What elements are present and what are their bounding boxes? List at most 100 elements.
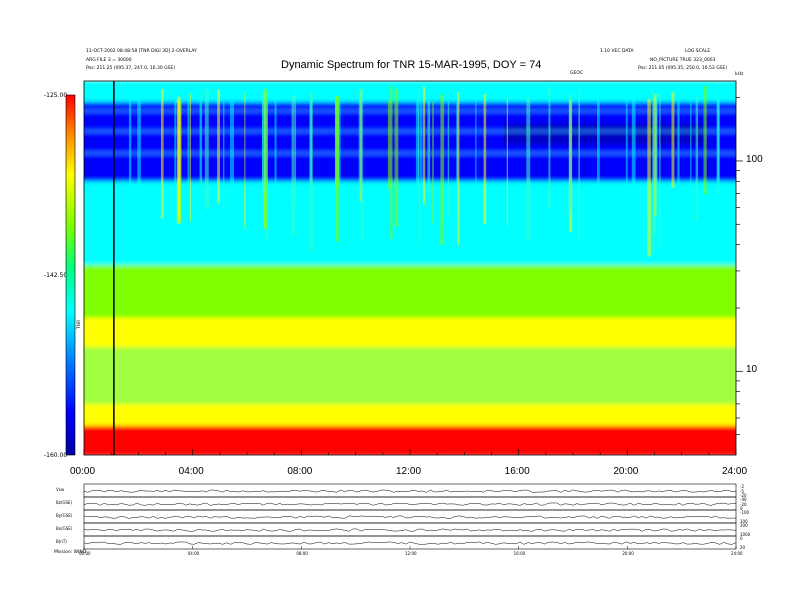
band-4 xyxy=(84,317,736,349)
streak-41 xyxy=(432,101,434,224)
lower-panel-3-right-tick-0: 200 xyxy=(740,523,748,528)
streak-67 xyxy=(647,99,651,257)
header-center-tag: GEOC xyxy=(570,71,584,76)
streak-28 xyxy=(394,89,399,228)
colorbar-tick-mid: -142.50 xyxy=(44,272,68,279)
lower-panel-0-right-tick-2: -20 xyxy=(740,493,747,498)
x-tick-label-2: 08:00 xyxy=(287,466,313,477)
x-tick-label-5: 20:00 xyxy=(613,466,639,477)
streak-64 xyxy=(475,90,477,217)
streak-13 xyxy=(625,94,628,220)
streak-40 xyxy=(244,92,246,229)
lower-panel-0 xyxy=(83,483,737,498)
streak-1 xyxy=(427,100,431,194)
header-right-corner: kHz xyxy=(735,72,744,77)
lower-panel-2-right-tick-0: -100 xyxy=(740,510,750,515)
streak-48 xyxy=(200,89,202,195)
chart-title: Dynamic Spectrum for TNR 15-MAR-1995, DO… xyxy=(281,59,542,71)
streak-68 xyxy=(631,88,636,212)
lower-x-tick-label-5: 20:00 xyxy=(622,551,634,556)
lower-panel-trace-1 xyxy=(83,502,737,506)
streak-10 xyxy=(578,90,580,244)
streak-20 xyxy=(199,88,202,193)
streak-23 xyxy=(137,92,141,196)
band-0 xyxy=(84,81,736,104)
header-right-line-2: LOG SCALE xyxy=(685,49,711,54)
streak-51 xyxy=(690,88,692,222)
lower-panel-2-right-tick-1: 100 xyxy=(740,519,748,524)
streak-38 xyxy=(652,89,655,252)
streak-37 xyxy=(358,88,362,199)
lower-panel-4-right-tick-1: 20 xyxy=(740,545,746,550)
header-left-line-2: ARG FILE 3 = 30000 xyxy=(86,58,132,63)
streak-45 xyxy=(274,94,277,215)
streak-66 xyxy=(177,96,181,221)
lower-panel-1-right-tick-0: -40 xyxy=(740,497,747,502)
streak-61 xyxy=(335,95,339,189)
band-2 xyxy=(84,181,736,267)
streak-43 xyxy=(361,87,364,240)
band-5 xyxy=(84,347,736,405)
x-tick-label-1: 04:00 xyxy=(178,466,204,477)
streak-50 xyxy=(262,90,267,193)
lower-panel-label-2: By(GSE) xyxy=(56,513,73,518)
lower-x-tick-label-6: 24:00 xyxy=(731,551,743,556)
streak-12 xyxy=(695,96,699,220)
band-stripe-2 xyxy=(84,152,736,155)
spectrogram-streaks xyxy=(128,85,720,257)
x-tick-label-3: 12:00 xyxy=(396,466,422,477)
footer-label: Mission: WIND xyxy=(54,550,87,555)
streak-21 xyxy=(217,89,221,204)
lower-panel-label-3: Bx(GSE) xyxy=(56,526,73,531)
streak-52 xyxy=(204,89,209,210)
streak-16 xyxy=(456,101,459,229)
lower-x-tick-label-4: 16:00 xyxy=(513,551,526,556)
lower-panel-4-right-tick-0: 0 xyxy=(740,536,743,541)
lower-panel-label-1: Bz(GSE) xyxy=(56,500,73,505)
x-axis-ticks xyxy=(83,449,737,455)
lower-panel-trace-3 xyxy=(83,528,737,532)
streak-59 xyxy=(677,94,680,195)
streak-31 xyxy=(483,94,487,225)
streak-29 xyxy=(506,97,509,226)
lower-panel-1-right-tick-1: -20 xyxy=(740,501,747,507)
streak-24 xyxy=(420,101,423,232)
x-tick-label-4: 16:00 xyxy=(504,466,530,477)
lower-panels xyxy=(83,483,737,550)
streak-39 xyxy=(716,90,720,243)
streak-6 xyxy=(526,97,531,241)
streak-30 xyxy=(174,101,177,240)
streak-65 xyxy=(415,93,419,257)
streak-27 xyxy=(189,93,191,222)
lower-panel-trace-0 xyxy=(83,489,737,493)
streak-56 xyxy=(457,92,460,245)
streak-54 xyxy=(597,89,600,232)
lower-x-tick-label-2: 08:00 xyxy=(296,551,308,556)
streak-49 xyxy=(291,95,295,236)
colorbar xyxy=(65,94,76,456)
streak-26 xyxy=(223,102,225,208)
streak-69 xyxy=(309,91,313,251)
header-right-line-4: Pos: 211.05 (095.35, 250.0, 16.53 GSE) xyxy=(638,66,728,71)
streak-18 xyxy=(128,95,132,211)
band-6 xyxy=(84,403,736,427)
spectrogram-bands xyxy=(84,81,736,455)
lower-panel-3-right-tick-1: 1000 xyxy=(740,532,751,537)
streak-35 xyxy=(671,92,675,188)
streak-5 xyxy=(390,85,393,239)
colorbar-tick-top: -125.00 xyxy=(44,92,68,99)
header-right-line-3: NO_PICTURE TRUE 323_0003 xyxy=(650,58,716,63)
lower-x-tick-label-3: 12:00 xyxy=(405,551,417,556)
streak-36 xyxy=(387,100,391,189)
header-right-line-1: 1.10 VEC DATA xyxy=(600,49,634,54)
x-tick-label-0: 00:00 xyxy=(70,466,96,477)
colorbar-tick-bottom: -160.00 xyxy=(44,452,68,459)
header-left-line-3: Pos: 211.25 (095.37, 247.0, 16.30 GSE) xyxy=(86,66,176,71)
streak-4 xyxy=(230,101,234,191)
streak-57 xyxy=(568,92,572,214)
streak-62 xyxy=(447,101,450,219)
band-3 xyxy=(84,265,736,319)
streak-55 xyxy=(548,85,551,209)
lower-panel-label-4: B(nT) xyxy=(56,539,67,544)
